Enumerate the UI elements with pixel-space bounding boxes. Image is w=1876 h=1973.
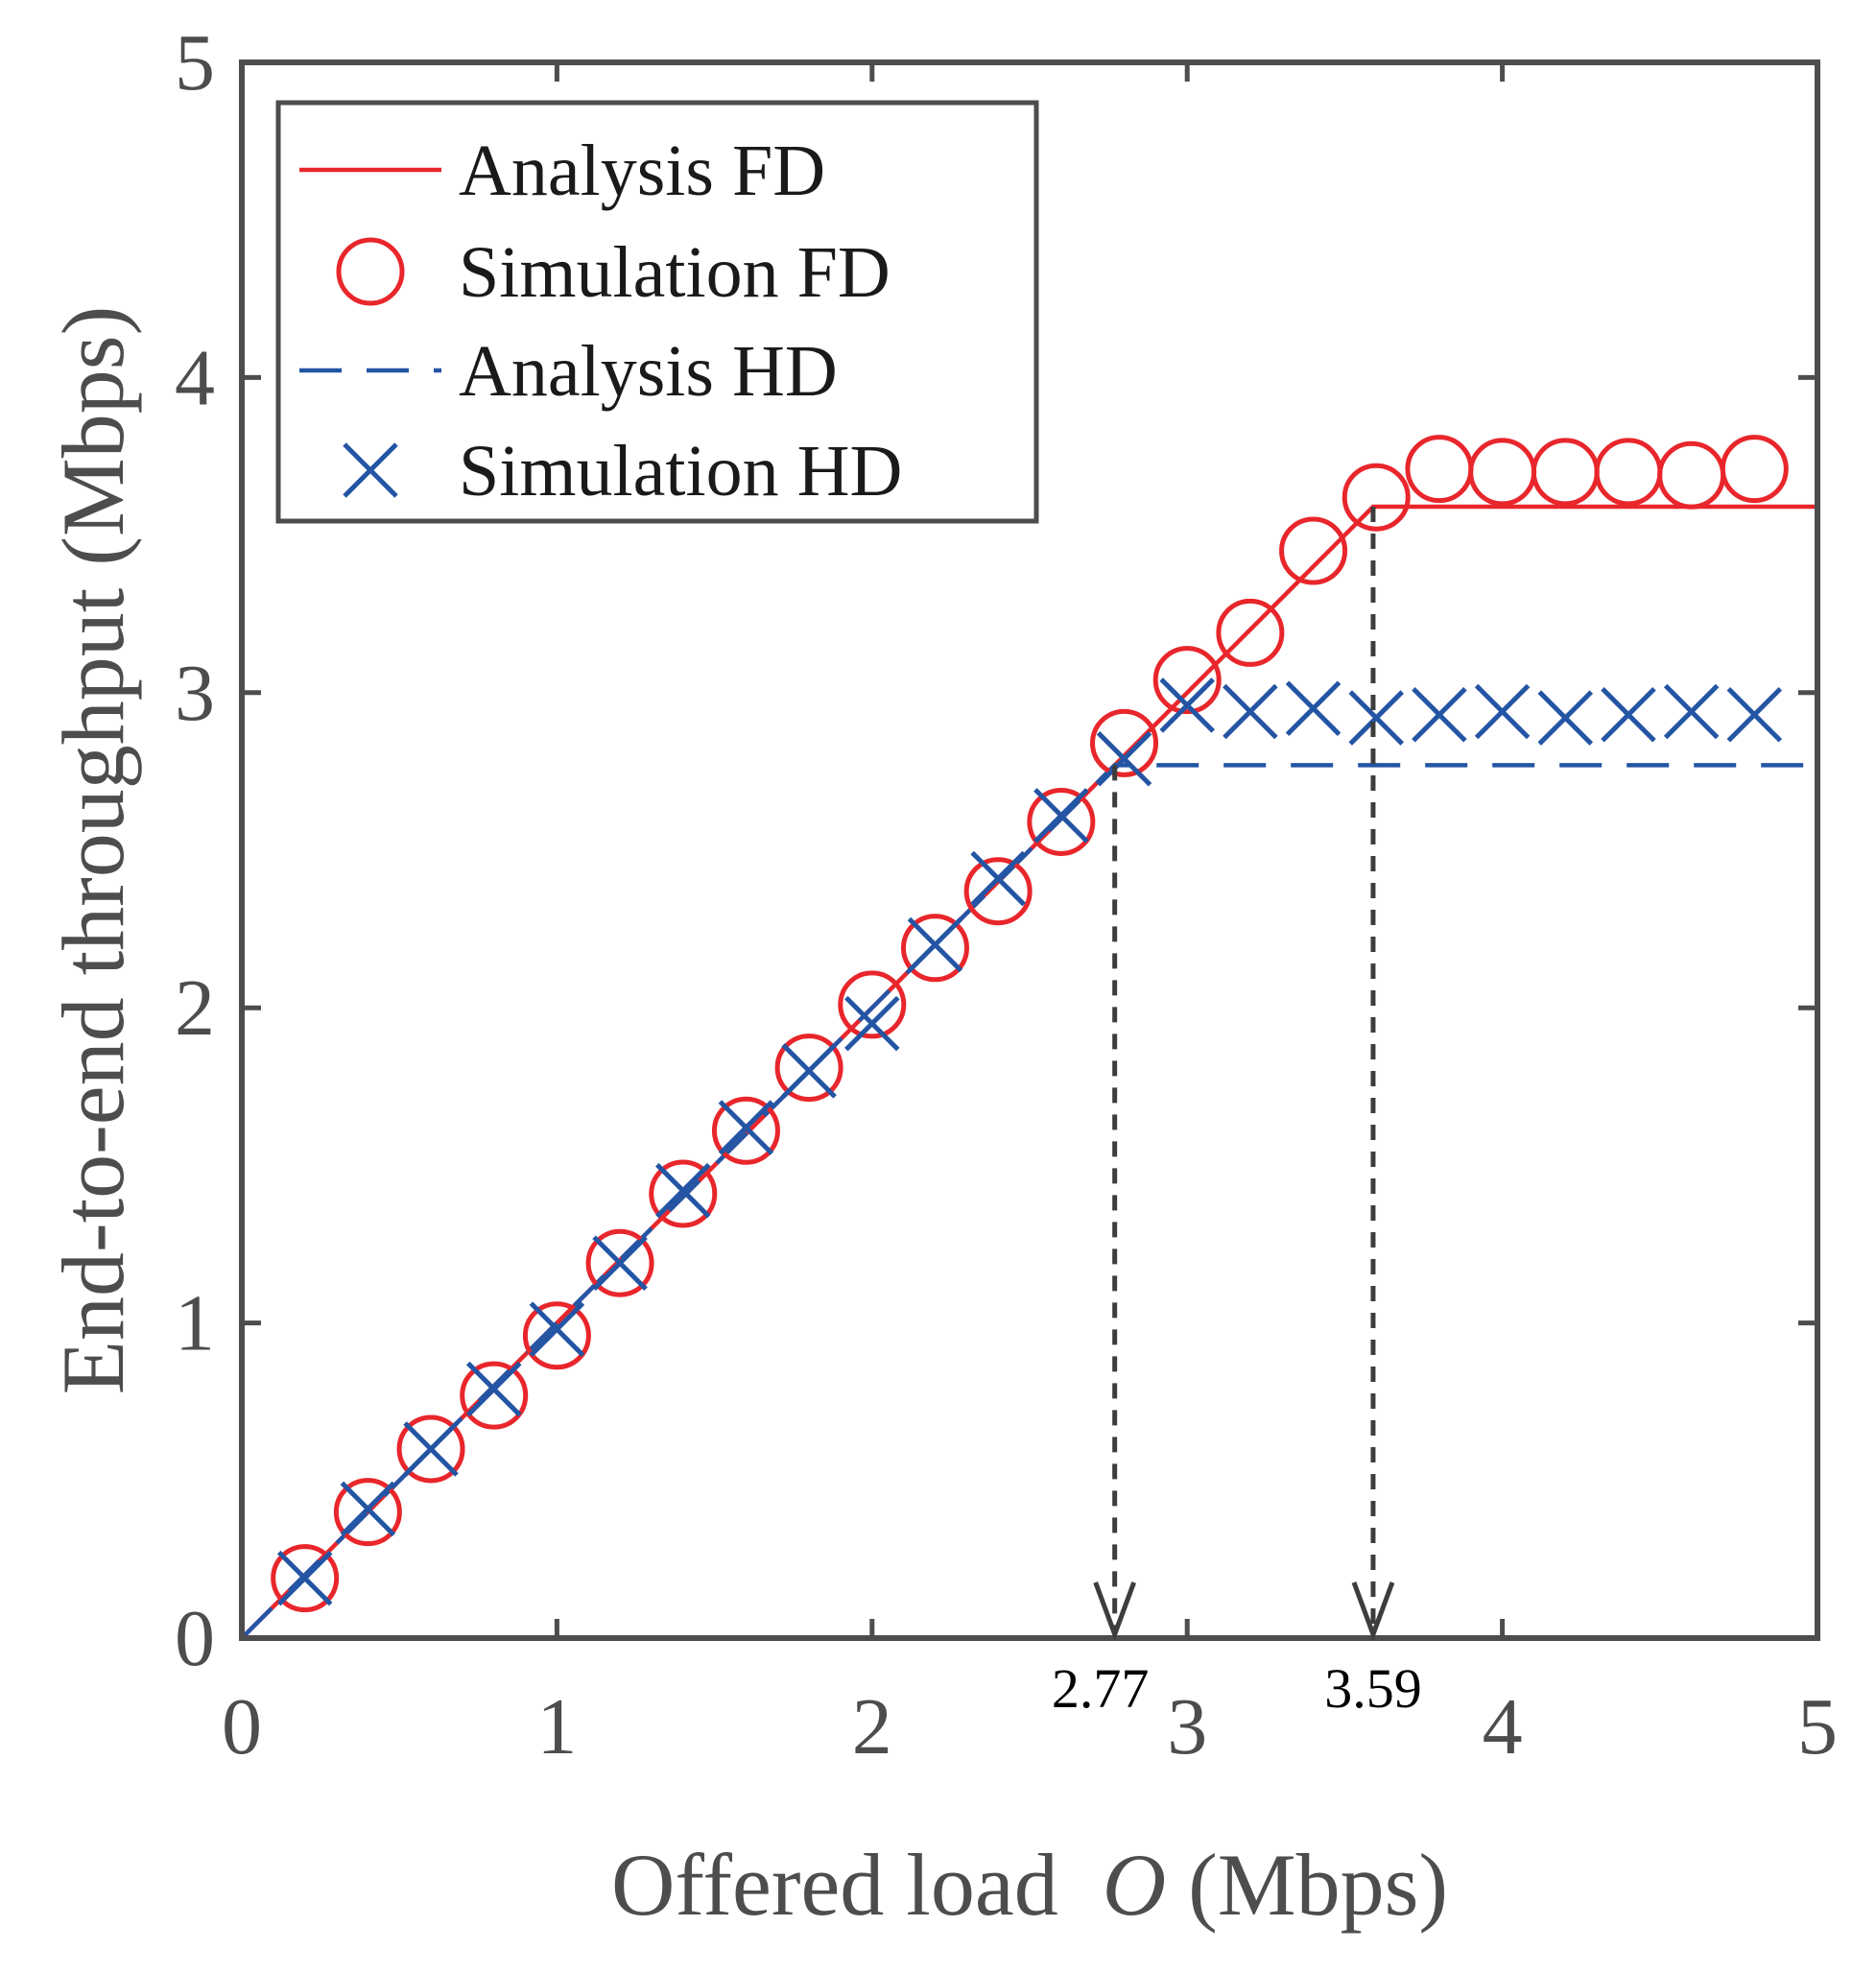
y-axis-title: End-to-end throughput (Mbps) bbox=[44, 306, 142, 1395]
marker-simulation-hd bbox=[529, 1301, 585, 1357]
x-tick-label: 4 bbox=[1483, 1682, 1523, 1771]
y-tick-label: 2 bbox=[175, 963, 215, 1053]
legend-entry: Analysis HD bbox=[299, 331, 838, 412]
marker-simulation-fd bbox=[1342, 463, 1411, 532]
marker-simulation-hd bbox=[970, 850, 1026, 907]
x-axis-title-symbol: O bbox=[1103, 1836, 1166, 1934]
x-tick-label: 3 bbox=[1167, 1682, 1207, 1771]
marker-simulation-fd bbox=[1216, 598, 1285, 667]
marker-simulation-fd bbox=[396, 1414, 465, 1484]
x-axis-title: Offered load O (Mbps) bbox=[611, 1836, 1448, 1934]
marker-simulation-hd bbox=[465, 1361, 522, 1417]
marker-simulation-hd bbox=[1601, 687, 1656, 743]
marker-simulation-fd bbox=[711, 1096, 780, 1165]
legend-swatch-x bbox=[343, 442, 398, 498]
legend-swatch-circle bbox=[336, 237, 405, 306]
marker-simulation-hd bbox=[907, 916, 963, 973]
x-axis-title-unit: (Mbps) bbox=[1166, 1836, 1448, 1934]
marker-simulation-fd bbox=[1152, 646, 1222, 715]
marker-simulation-fd bbox=[900, 914, 969, 983]
marker-simulation-hd bbox=[1348, 690, 1405, 746]
marker-simulation-hd bbox=[718, 1100, 774, 1155]
y-tick-label: 3 bbox=[175, 649, 215, 738]
x-axis-title-prefix: Offered load bbox=[611, 1836, 1103, 1934]
marker-simulation-hd bbox=[340, 1481, 396, 1537]
marker-simulation-fd bbox=[1027, 787, 1096, 856]
marker-simulation-hd bbox=[844, 995, 900, 1052]
marker-simulation-fd bbox=[333, 1478, 402, 1547]
marker-simulation-fd bbox=[585, 1228, 654, 1297]
legend-label: Analysis HD bbox=[459, 331, 838, 412]
marker-simulation-hd bbox=[403, 1421, 459, 1477]
marker-simulation-fd bbox=[522, 1301, 591, 1370]
annotation-arrow-head bbox=[1351, 1581, 1395, 1642]
annotations: 2.77 3.59 bbox=[1052, 507, 1422, 1720]
marker-simulation-fd bbox=[1720, 435, 1789, 504]
legend-box bbox=[275, 100, 1039, 524]
y-tick-label: 4 bbox=[175, 333, 215, 422]
marker-simulation-hd bbox=[1033, 788, 1089, 844]
legend: Analysis FD Simulation FD Analysis HD Simul… bbox=[275, 100, 1039, 524]
axes-frame bbox=[239, 59, 1820, 1641]
marker-simulation-fd bbox=[271, 1544, 340, 1613]
marker-simulation-hd bbox=[1537, 690, 1594, 746]
marker-simulation-hd bbox=[1663, 683, 1720, 740]
x-tick-label: 1 bbox=[536, 1682, 577, 1771]
y-tick-label: 1 bbox=[175, 1279, 215, 1368]
legend-label: Simulation HD bbox=[459, 431, 902, 511]
marker-simulation-hd bbox=[1159, 677, 1215, 733]
marker-simulation-fd bbox=[460, 1361, 529, 1430]
marker-simulation-hd bbox=[1223, 683, 1278, 740]
marker-simulation-hd bbox=[1726, 687, 1783, 743]
legend-entry: Simulation HD bbox=[343, 431, 902, 511]
marker-simulation-fd bbox=[649, 1159, 718, 1228]
marker-simulation-fd bbox=[1090, 708, 1159, 777]
axis-ticks: 0 1 2 3 4 5 0 1 2 3 4 5 bbox=[175, 18, 1838, 1771]
annotation-label: 3.59 bbox=[1324, 1657, 1422, 1720]
axis-labels: Offered load O (Mbps) End-to-end throughp… bbox=[44, 306, 1448, 1934]
x-tick-label: 2 bbox=[852, 1682, 892, 1771]
marker-simulation-hd bbox=[1285, 680, 1342, 736]
marker-simulation-hd bbox=[654, 1162, 711, 1219]
marker-simulation-hd bbox=[276, 1550, 333, 1606]
marker-simulation-hd bbox=[1474, 683, 1531, 740]
marker-simulation-fd bbox=[1279, 516, 1348, 585]
legend-label: Analysis FD bbox=[459, 131, 825, 211]
marker-simulation-fd bbox=[838, 970, 907, 1039]
x-tick-label: 5 bbox=[1797, 1682, 1838, 1771]
legend-entry: Simulation FD bbox=[336, 232, 891, 313]
marker-simulation-fd bbox=[963, 857, 1033, 926]
annotation-arrow-head bbox=[1093, 1581, 1137, 1642]
y-tick-label: 0 bbox=[175, 1594, 215, 1683]
marker-simulation-hd bbox=[1412, 687, 1467, 743]
y-tick-label: 5 bbox=[175, 18, 215, 107]
marker-simulation-hd bbox=[592, 1235, 648, 1291]
marker-simulation-hd bbox=[1096, 730, 1152, 787]
x-tick-label: 0 bbox=[222, 1682, 262, 1771]
marker-simulation-hd bbox=[781, 1043, 837, 1099]
legend-label: Simulation FD bbox=[459, 232, 891, 313]
marker-simulation-fd bbox=[774, 1034, 843, 1103]
legend-entry: Analysis FD bbox=[299, 131, 825, 211]
annotation-label: 2.77 bbox=[1052, 1657, 1150, 1720]
